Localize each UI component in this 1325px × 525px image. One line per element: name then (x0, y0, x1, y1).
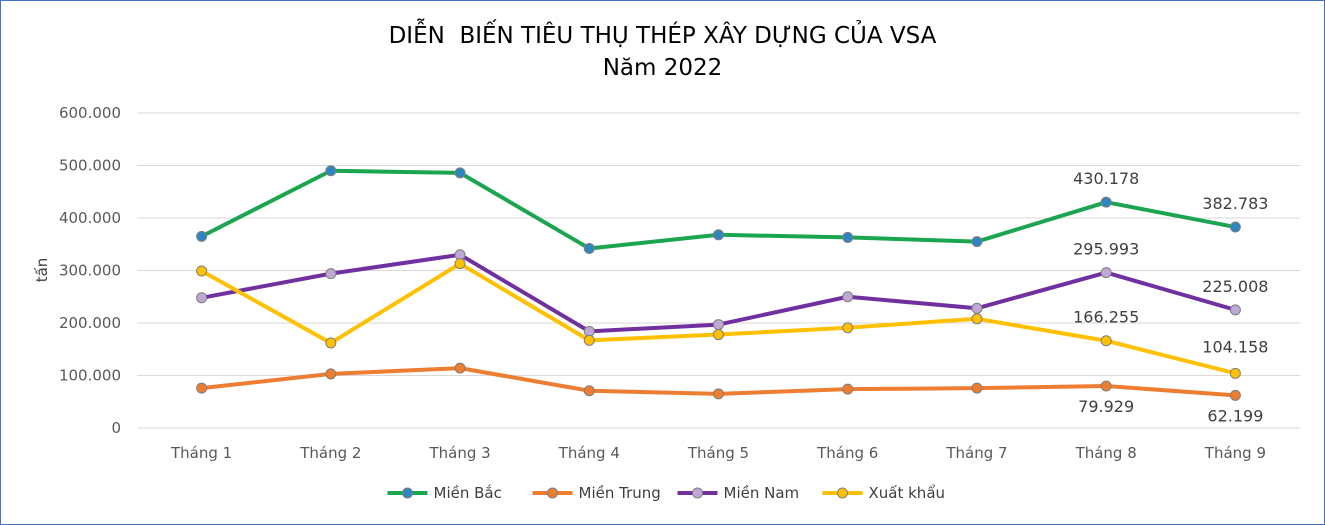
series-0 (196, 165, 1241, 254)
data-label: 79.929 (1078, 397, 1134, 416)
x-axis-ticks: Tháng 1 Tháng 2 Tháng 3 Tháng 4 Tháng 5 Tháng… (170, 444, 1266, 462)
data-label: 382.783 (1202, 194, 1268, 213)
y-axis-ticks: 0 100.000 200.000 300.000 400.000 500.000 600.… (59, 104, 121, 437)
data-point (196, 230, 208, 242)
gridlines (137, 112, 1300, 429)
data-label: 225.008 (1202, 277, 1268, 296)
data-label: 62.199 (1207, 406, 1263, 425)
x-tick-label: Tháng 2 (299, 444, 361, 462)
data-point (842, 322, 854, 334)
data-point (971, 302, 983, 314)
legend-swatch-marker (692, 487, 703, 499)
data-point (1229, 389, 1241, 401)
legend: Miền Bắc Miền Trung Miền Nam Xuất khẩu (387, 484, 946, 502)
data-point (713, 229, 724, 241)
y-tick-label: 600.000 (59, 104, 121, 122)
data-point (325, 368, 337, 380)
chart-title-block: DIỄN BIẾN TIÊU THỤ THÉP XÂY DỰNG CỦA VSA… (0, 20, 1325, 84)
data-label: 166.255 (1073, 308, 1139, 327)
data-point (196, 265, 208, 277)
data-point (713, 319, 724, 331)
x-tick-label: Tháng 7 (945, 444, 1007, 462)
data-point (583, 242, 595, 254)
y-axis-label: tấn (33, 258, 51, 283)
data-point (971, 313, 983, 325)
legend-item: Xuất khẩu (822, 484, 946, 502)
y-tick-label: 500.000 (59, 157, 121, 175)
x-tick-label: Tháng 3 (428, 444, 490, 462)
legend-swatch-marker (837, 487, 848, 499)
data-label: 430.178 (1073, 169, 1139, 188)
data-point (583, 334, 595, 346)
y-tick-label: 300.000 (59, 262, 121, 280)
data-label: 295.993 (1073, 240, 1139, 259)
data-point (1229, 367, 1241, 379)
x-tick-label: Tháng 1 (170, 444, 232, 462)
x-tick-label: Tháng 5 (687, 444, 749, 462)
data-point (454, 167, 466, 179)
data-point (196, 292, 208, 304)
data-point (454, 258, 466, 270)
legend-label: Xuất khẩu (869, 484, 946, 502)
data-point (971, 236, 983, 248)
legend-item: Miền Trung (532, 484, 661, 502)
x-tick-label: Tháng 6 (816, 444, 878, 462)
data-point (842, 231, 854, 243)
data-point (842, 383, 854, 395)
y-tick-label: 400.000 (59, 209, 121, 227)
data-point (842, 291, 854, 303)
chart-title: DIỄN BIẾN TIÊU THỤ THÉP XÂY DỰNG CỦA VSA (388, 23, 937, 49)
x-tick-label: Tháng 9 (1204, 444, 1266, 462)
y-tick-label: 200.000 (59, 314, 121, 332)
data-point (454, 362, 466, 374)
series-2 (196, 249, 1241, 337)
data-point (583, 385, 595, 397)
data-point (1229, 304, 1241, 316)
data-point (1100, 380, 1112, 392)
series-3 (196, 258, 1241, 379)
x-tick-label: Tháng 4 (558, 444, 620, 462)
data-point (971, 382, 983, 394)
data-labels: 430.178 382.783 79.929 62.199 295.993 225.008… (1073, 169, 1268, 425)
data-point (1100, 196, 1112, 208)
data-point (713, 329, 724, 341)
legend-label: Miền Bắc (434, 484, 502, 502)
data-point (1229, 221, 1241, 233)
data-point (1100, 267, 1112, 279)
series-group (196, 165, 1241, 401)
legend-item: Miền Nam (677, 484, 800, 502)
data-point (325, 337, 337, 349)
legend-label: Miền Trung (579, 484, 661, 502)
data-point (1100, 335, 1112, 347)
data-point (196, 382, 208, 394)
legend-label: Miền Nam (724, 484, 800, 502)
chart-subtitle: Năm 2022 (602, 55, 723, 81)
x-tick-label: Tháng 8 (1075, 444, 1137, 462)
legend-swatch-marker (402, 487, 413, 499)
data-point (713, 388, 724, 400)
y-tick-label: 0 (111, 419, 121, 437)
y-tick-label: 100.000 (59, 367, 121, 385)
data-label: 104.158 (1202, 337, 1268, 356)
legend-swatch-marker (547, 487, 558, 499)
series-1 (196, 362, 1241, 401)
legend-item: Miền Bắc (387, 484, 502, 502)
data-point (325, 165, 337, 177)
data-point (325, 268, 337, 280)
